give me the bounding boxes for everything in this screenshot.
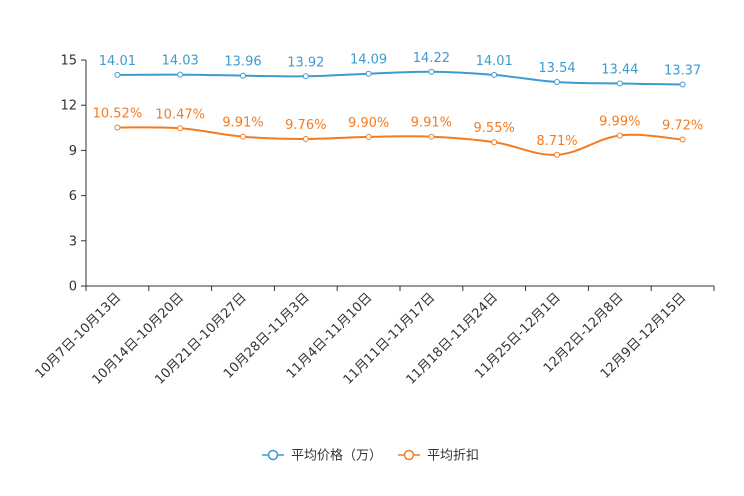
legend-marker bbox=[269, 451, 278, 460]
data-label: 13.96 bbox=[224, 55, 261, 70]
legend-item-1[interactable]: 平均价格（万） bbox=[262, 448, 382, 464]
data-point bbox=[680, 137, 685, 142]
y-tick-label: 12 bbox=[60, 99, 77, 114]
data-label: 10.52% bbox=[93, 106, 143, 121]
data-point bbox=[241, 134, 246, 139]
data-point bbox=[555, 79, 560, 84]
data-label: 9.76% bbox=[285, 118, 326, 133]
data-point bbox=[429, 69, 434, 74]
data-label: 14.09 bbox=[350, 53, 387, 68]
data-label: 9.90% bbox=[348, 116, 389, 131]
data-point bbox=[429, 134, 434, 139]
data-label: 8.71% bbox=[536, 134, 577, 149]
data-labels: 14.01 14.03 13.96 13.92 14.09 14.22 14.01 13.54… bbox=[93, 51, 704, 149]
data-label: 13.92 bbox=[287, 55, 324, 70]
data-label: 9.91% bbox=[411, 116, 452, 131]
legend-marker bbox=[405, 451, 414, 460]
data-label: 9.72% bbox=[662, 119, 703, 134]
data-label: 9.99% bbox=[599, 114, 640, 129]
data-point bbox=[303, 136, 308, 141]
legend-item-2[interactable]: 平均折扣 bbox=[398, 449, 479, 464]
data-label: 14.01 bbox=[476, 54, 513, 69]
data-point bbox=[115, 125, 120, 130]
data-label: 9.55% bbox=[474, 121, 515, 136]
y-tick-label: 0 bbox=[69, 280, 77, 295]
data-label: 9.91% bbox=[222, 116, 263, 131]
data-point bbox=[680, 82, 685, 87]
data-point bbox=[492, 72, 497, 77]
data-label: 13.44 bbox=[601, 63, 638, 78]
y-tick-label: 15 bbox=[60, 54, 77, 69]
line-chart: 0369121510月7日-10月13日10月14日-10月20日10月21日-… bbox=[0, 0, 744, 496]
data-point bbox=[555, 152, 560, 157]
axes: 0369121510月7日-10月13日10月14日-10月20日10月21日-… bbox=[33, 54, 714, 388]
legend[interactable]: 平均价格（万） 平均折扣 bbox=[262, 448, 479, 464]
data-label: 14.22 bbox=[413, 51, 450, 66]
series-line-1 bbox=[117, 72, 682, 85]
data-point bbox=[492, 140, 497, 145]
data-point bbox=[241, 73, 246, 78]
data-point bbox=[617, 81, 622, 86]
y-tick-label: 3 bbox=[69, 234, 77, 249]
legend-label: 平均折扣 bbox=[427, 449, 479, 464]
data-point bbox=[617, 133, 622, 138]
data-label: 14.03 bbox=[162, 54, 199, 69]
data-point bbox=[303, 74, 308, 79]
y-tick-label: 6 bbox=[69, 189, 77, 204]
legend-label: 平均价格（万） bbox=[291, 448, 382, 464]
data-label: 13.37 bbox=[664, 64, 701, 79]
y-tick-label: 9 bbox=[69, 144, 77, 159]
data-point bbox=[115, 72, 120, 77]
series-line-2 bbox=[117, 127, 682, 155]
data-point bbox=[366, 134, 371, 139]
data-point bbox=[178, 126, 183, 131]
data-label: 14.01 bbox=[99, 54, 136, 69]
data-point bbox=[178, 72, 183, 77]
data-point bbox=[366, 71, 371, 76]
data-label: 10.47% bbox=[155, 107, 205, 122]
data-label: 13.54 bbox=[538, 61, 575, 76]
